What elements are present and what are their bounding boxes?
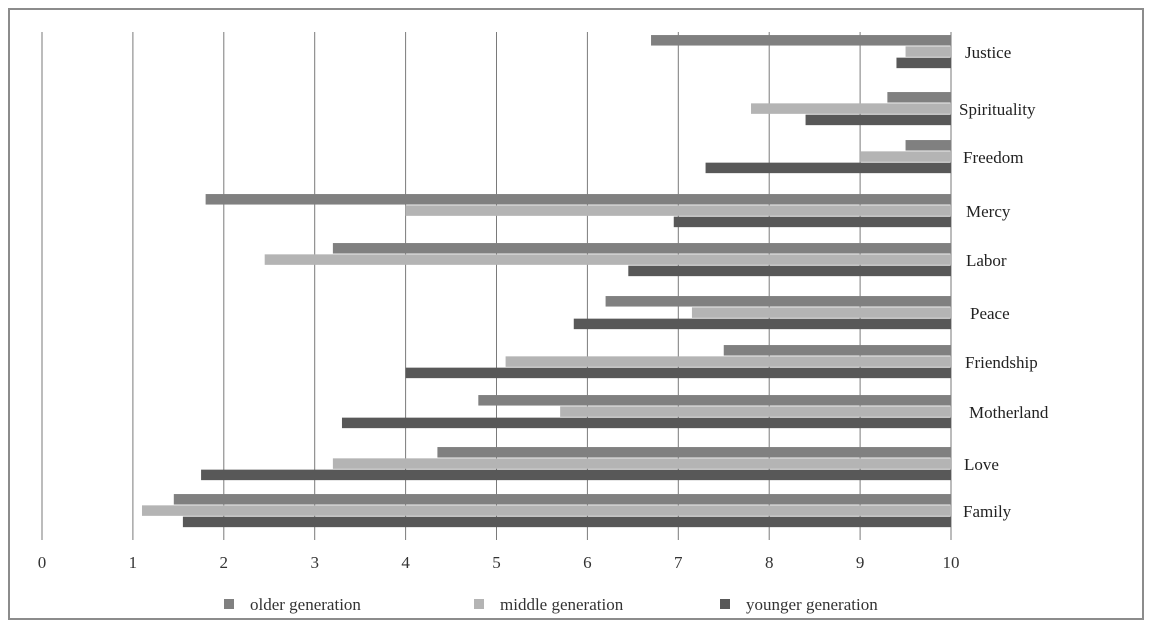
bar-motherland-younger [341,417,952,429]
x-tick-labels: 0 1 2 3 4 5 6 7 8 9 10 [38,553,960,572]
bar-family-older [173,494,951,505]
legend-label-older: older generation [250,595,361,614]
x-tick-label-1: 1 [129,553,138,572]
category-label-peace: Peace [970,304,1010,323]
bar-labor-middle [264,254,951,265]
legend-swatch-middle [474,599,484,609]
bar-friendship-middle [505,356,951,367]
category-label-family: Family [963,502,1012,521]
category-label-justice: Justice [965,43,1011,62]
bar-justice-older [651,35,951,46]
legend-label-middle: middle generation [500,595,624,614]
bar-freedom-older [905,140,951,151]
bar-family-younger [182,516,951,528]
bar-mercy-middle [405,205,952,216]
category-labels: Justice Spirituality Freedom Mercy Labor Peac… [959,43,1049,521]
bar-motherland-middle [560,406,951,417]
x-tick-label-10: 10 [943,553,960,572]
bar-mercy-younger [673,216,951,228]
bar-labor-younger [628,265,951,277]
legend-swatch-younger [720,599,730,609]
bar-freedom-younger [705,162,951,174]
bar-love-younger [201,469,951,481]
bar-freedom-middle [860,151,951,162]
category-label-love: Love [964,455,999,474]
category-label-labor: Labor [966,251,1007,270]
bar-peace-middle [691,307,951,318]
bar-labor-older [332,243,951,254]
bars [141,35,952,528]
legend-swatch-older [224,599,234,609]
category-label-spirituality: Spirituality [959,100,1036,119]
legend-label-younger: younger generation [746,595,878,614]
bar-love-middle [332,458,951,469]
bar-motherland-older [478,395,951,406]
bar-chart: Justice Spirituality Freedom Mercy Labor Peac… [38,32,1049,614]
bar-peace-younger [573,318,951,330]
bar-justice-younger [896,57,951,69]
bar-spirituality-older [887,92,951,103]
bar-spirituality-middle [751,103,951,114]
bar-spirituality-younger [805,114,951,126]
bar-justice-middle [905,46,951,57]
bar-family-middle [141,505,952,516]
x-tick-label-3: 3 [310,553,319,572]
bar-love-older [437,447,951,458]
bar-friendship-younger [405,367,952,379]
x-tick-label-5: 5 [492,553,501,572]
x-tick-label-9: 9 [856,553,865,572]
category-label-mercy: Mercy [966,202,1011,221]
x-tick-label-6: 6 [583,553,592,572]
x-tick-label-4: 4 [401,553,410,572]
category-label-friendship: Friendship [965,353,1038,372]
bar-friendship-older [723,345,951,356]
chart-frame: Justice Spirituality Freedom Mercy Labor Peac… [8,8,1144,620]
category-label-motherland: Motherland [969,403,1049,422]
x-tick-label-2: 2 [220,553,229,572]
x-tick-label-8: 8 [765,553,774,572]
bar-peace-older [605,296,951,307]
bar-mercy-older [205,194,951,205]
x-tick-label-7: 7 [674,553,683,572]
category-label-freedom: Freedom [963,148,1023,167]
legend: older generation middle generation younger… [224,595,878,614]
x-tick-label-0: 0 [38,553,47,572]
